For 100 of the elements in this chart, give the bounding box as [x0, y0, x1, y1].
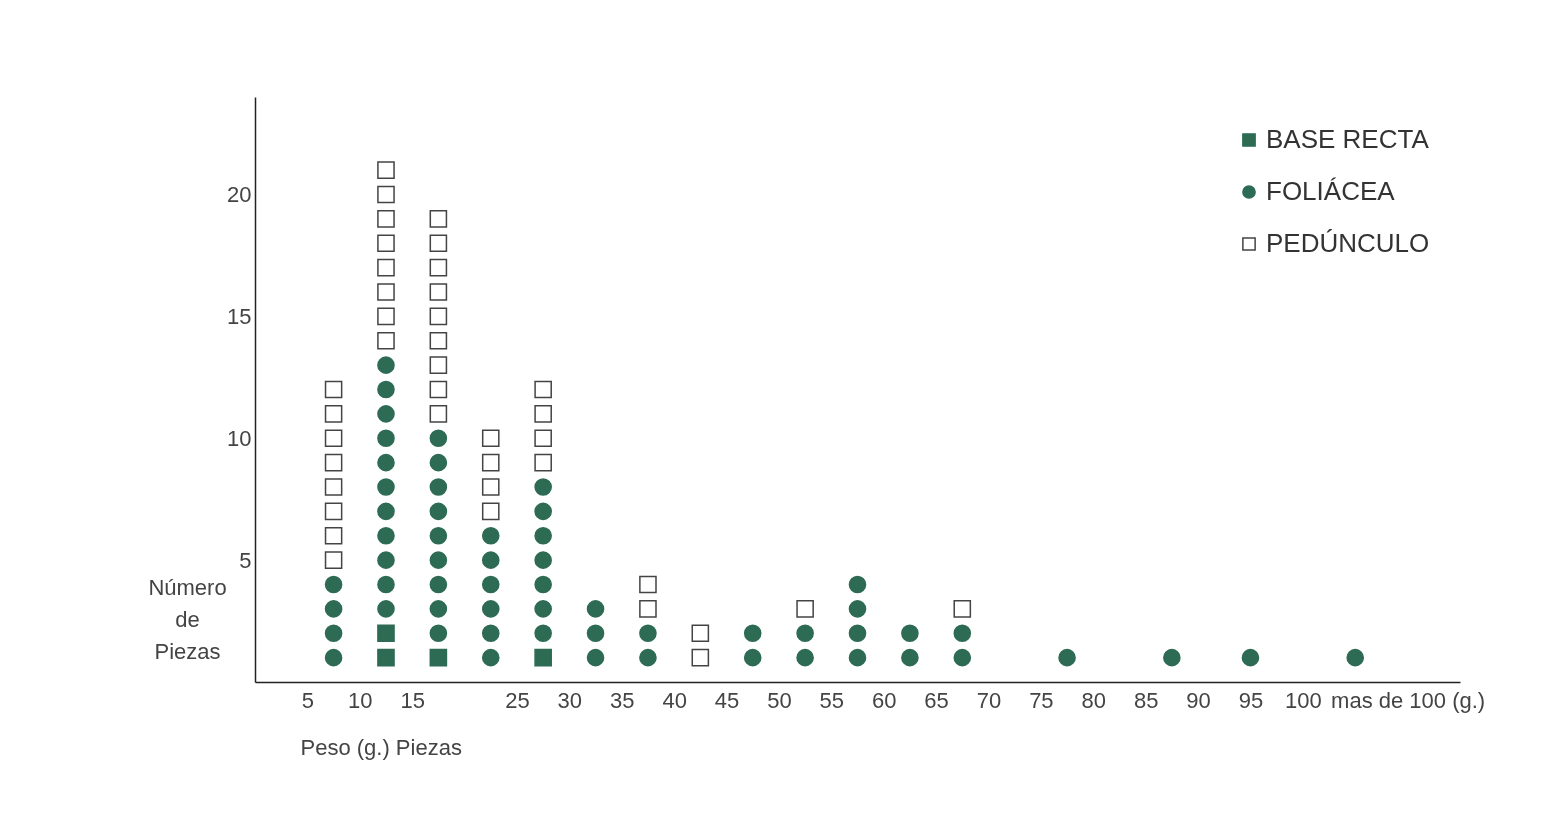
point — [429, 648, 448, 667]
point — [481, 453, 500, 472]
point — [324, 526, 343, 545]
x-tick-label: 15 — [400, 687, 425, 713]
x-tick-label: 55 — [819, 687, 845, 713]
point — [534, 526, 552, 545]
y-tick-label: 15 — [227, 303, 252, 329]
point — [639, 600, 657, 618]
x-tick-label: 45 — [714, 687, 740, 713]
point — [534, 648, 552, 667]
point — [481, 502, 500, 521]
point — [534, 502, 552, 521]
x-tick-label: 35 — [610, 687, 635, 713]
y-tick-label: 5 — [239, 547, 252, 573]
point — [481, 429, 500, 448]
point — [324, 429, 343, 448]
legend-label: PEDÚNCULO — [1266, 228, 1430, 258]
point — [534, 624, 552, 643]
point — [1241, 648, 1260, 667]
point — [377, 185, 395, 204]
point — [429, 307, 448, 326]
point — [429, 526, 448, 545]
point — [481, 526, 500, 545]
point — [481, 600, 500, 618]
point — [324, 502, 343, 521]
x-tick-label: 30 — [557, 687, 583, 713]
point — [324, 600, 343, 618]
x-tick-label: 50 — [767, 687, 792, 713]
point — [481, 478, 500, 496]
point — [534, 478, 552, 496]
point — [377, 429, 395, 448]
point — [848, 600, 867, 618]
point — [429, 210, 448, 228]
point — [796, 648, 814, 667]
x-axis-title: Peso (g.) Piezas — [300, 734, 462, 760]
point — [429, 502, 448, 521]
x-tick-label: mas de 100 (g.) — [1331, 687, 1486, 713]
point — [901, 624, 919, 643]
point — [377, 210, 395, 228]
point — [429, 405, 448, 423]
point — [324, 551, 343, 569]
point — [848, 624, 867, 643]
x-tick-label: 100 — [1284, 687, 1322, 713]
point — [377, 453, 395, 472]
x-tick-label: 65 — [924, 687, 949, 713]
point — [953, 624, 972, 643]
x-tick-label: 60 — [871, 687, 897, 713]
point — [743, 648, 762, 667]
point — [377, 258, 395, 277]
point — [377, 551, 395, 569]
y-tick-label: 20 — [227, 182, 252, 207]
point — [377, 331, 395, 350]
x-tick-label: 10 — [348, 687, 373, 713]
point — [534, 575, 552, 594]
point — [377, 478, 395, 496]
point — [324, 478, 343, 496]
point — [796, 600, 814, 618]
x-tick-label: 85 — [1133, 687, 1159, 713]
point — [377, 526, 395, 545]
legend-label: FOLIÁCEA — [1266, 176, 1396, 206]
point — [377, 575, 395, 594]
point — [743, 624, 762, 643]
point — [534, 429, 552, 448]
x-tick-label: 40 — [662, 687, 687, 713]
point — [429, 478, 448, 496]
y-axis-title: Número de Piezas — [148, 574, 227, 664]
point — [586, 648, 605, 667]
point — [481, 648, 500, 667]
point — [377, 380, 395, 399]
point — [691, 624, 710, 643]
point — [429, 600, 448, 618]
point — [429, 575, 448, 594]
point — [429, 453, 448, 472]
point — [377, 356, 395, 374]
point — [324, 648, 343, 667]
point — [534, 551, 552, 569]
point — [639, 575, 657, 594]
point — [429, 283, 448, 301]
point — [481, 575, 500, 594]
point — [429, 331, 448, 350]
x-tick-label: 70 — [976, 687, 1002, 713]
point — [324, 575, 343, 594]
x-tick-label: 95 — [1238, 687, 1264, 713]
legend-label: BASE RECTA — [1266, 124, 1430, 154]
point — [429, 380, 448, 399]
point — [429, 624, 448, 643]
point — [377, 234, 395, 253]
x-tick-label: 5 — [301, 687, 315, 713]
point — [429, 356, 448, 374]
point — [324, 380, 343, 399]
point — [639, 648, 657, 667]
point — [377, 600, 395, 618]
point — [481, 624, 500, 643]
point — [429, 429, 448, 448]
x-tick-label: 90 — [1186, 687, 1211, 713]
y-tick-label: 10 — [227, 425, 252, 451]
point — [377, 307, 395, 326]
point — [324, 624, 343, 643]
point — [377, 648, 395, 667]
point — [534, 380, 552, 399]
